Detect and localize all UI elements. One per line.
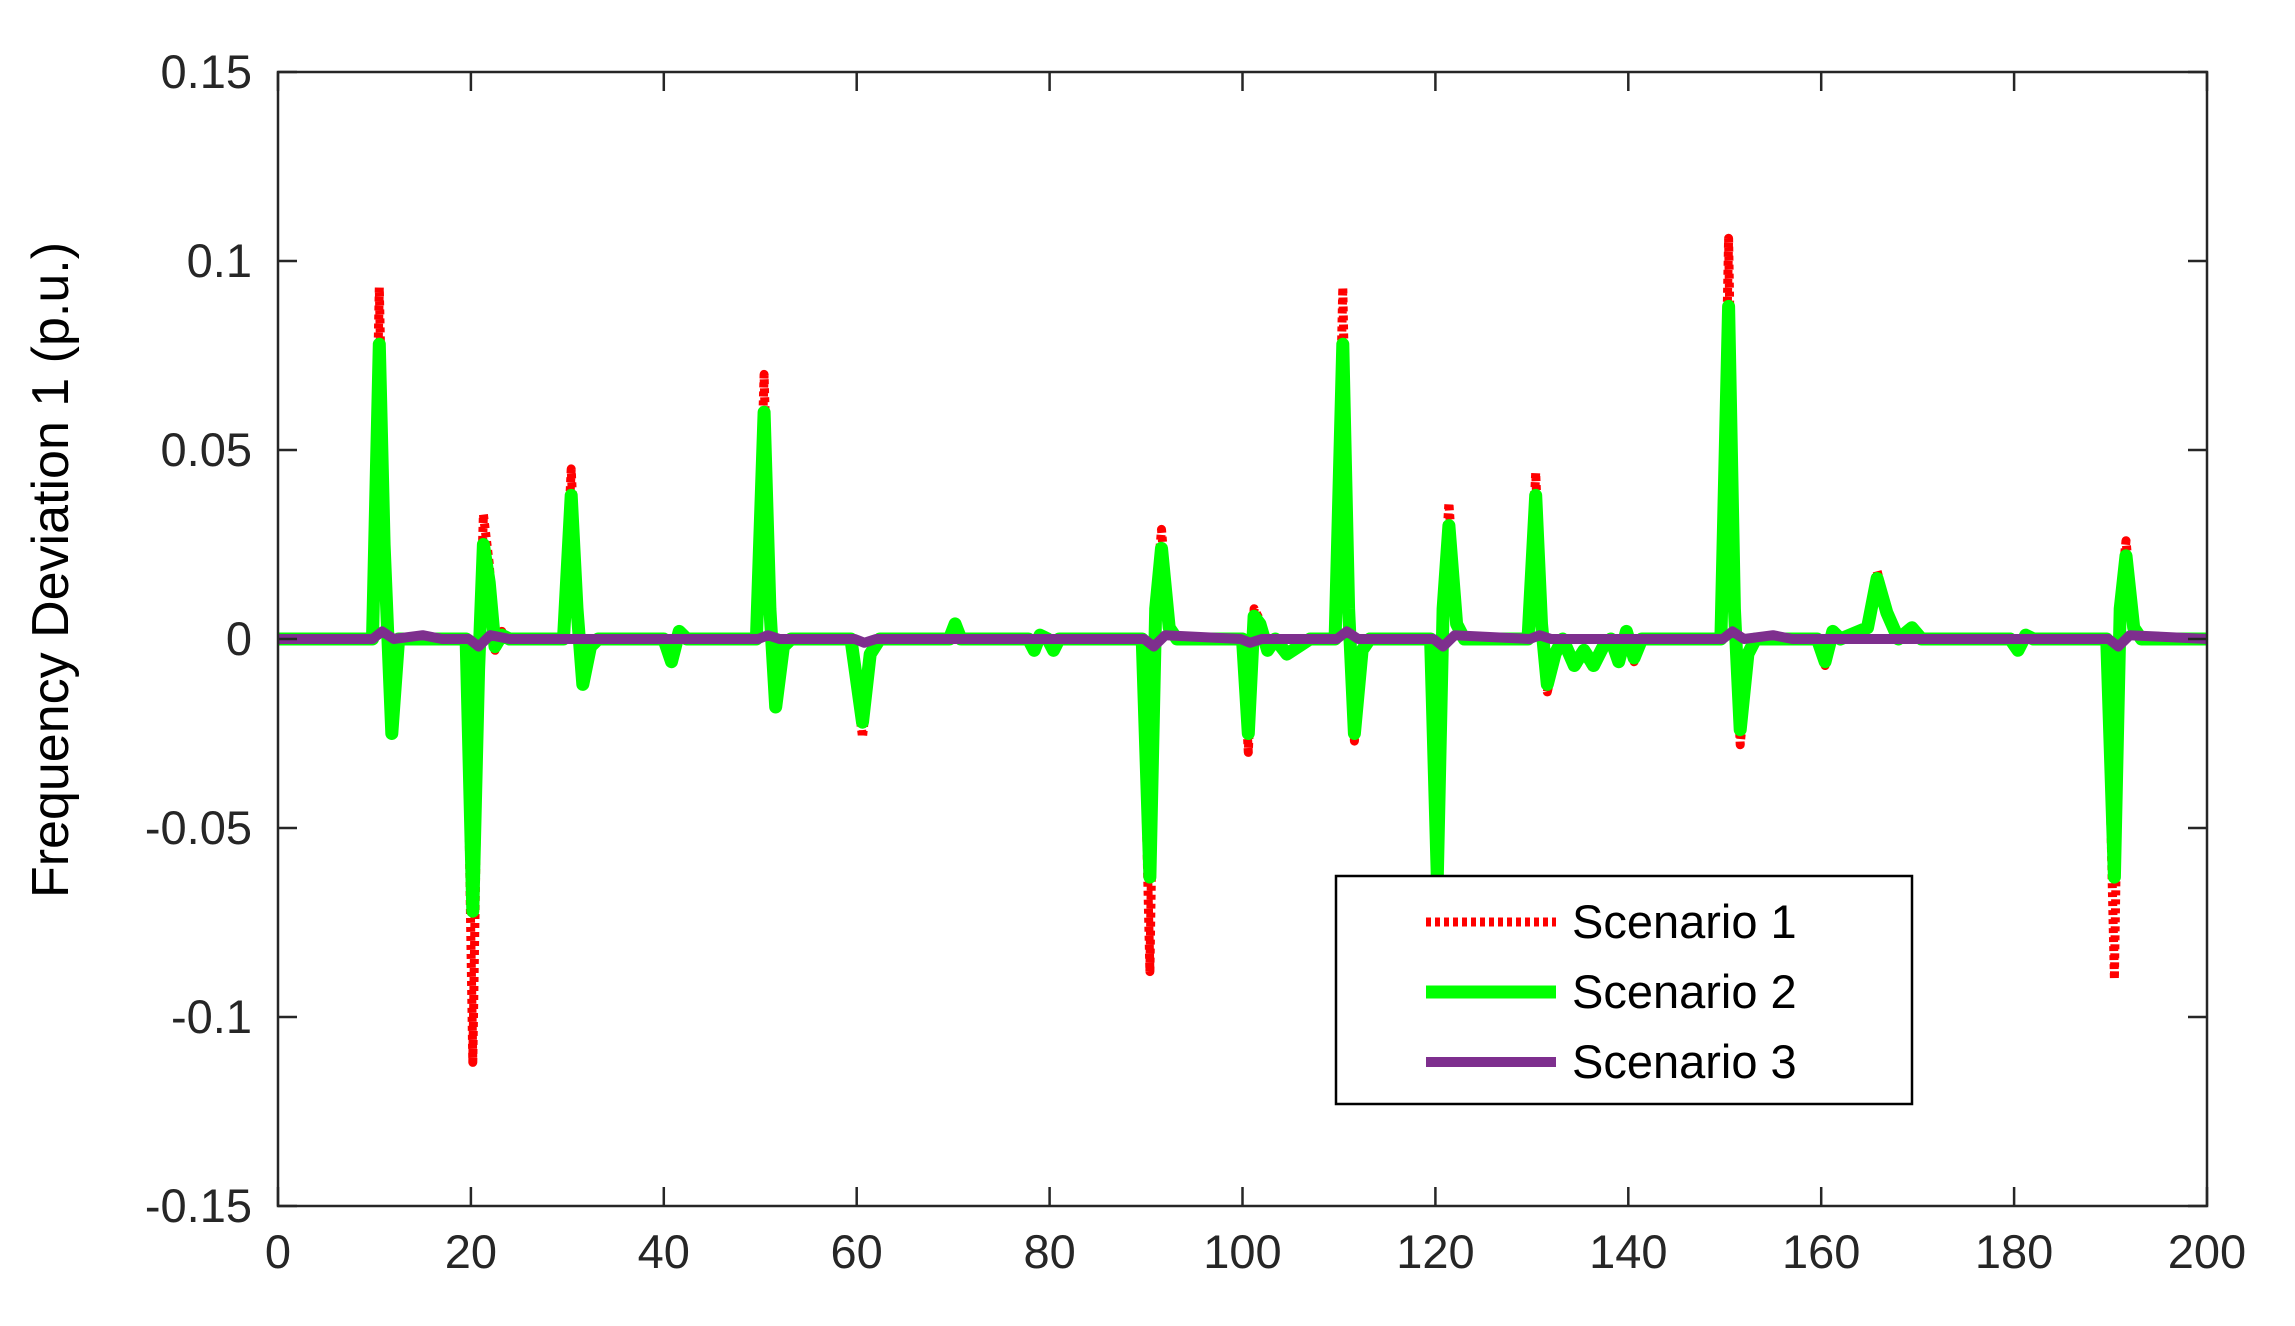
series-line-3 xyxy=(278,626,2207,652)
legend-label-3: Scenario 3 xyxy=(1572,1035,1797,1088)
x-tick-label: 60 xyxy=(831,1225,883,1278)
x-tick-label: 140 xyxy=(1589,1225,1667,1278)
x-tick-label: 0 xyxy=(265,1225,291,1278)
y-tick-label: 0 xyxy=(226,612,252,665)
x-tick-label: 100 xyxy=(1203,1225,1281,1278)
x-tick-label: 120 xyxy=(1396,1225,1474,1278)
x-tick-label: 20 xyxy=(445,1225,497,1278)
y-tick-label: 0.15 xyxy=(161,45,252,98)
y-axis-label: Frequency Deviation 1 (p.u.) xyxy=(22,242,80,898)
x-tick-label: 40 xyxy=(638,1225,690,1278)
legend-label-1: Scenario 1 xyxy=(1572,895,1797,948)
axes: 0 20 40 60 80 100 120 140 160 180 200 -0.15 -0.1 -0.0… xyxy=(145,45,2246,1278)
x-tick-label: 80 xyxy=(1023,1225,1075,1278)
x-tick-label: 200 xyxy=(2168,1225,2246,1278)
x-tick-label: 180 xyxy=(1975,1225,2053,1278)
x-tick-label: 160 xyxy=(1782,1225,1860,1278)
y-tick-label: -0.1 xyxy=(171,990,252,1043)
y-tick-label: -0.15 xyxy=(145,1179,252,1232)
plot-area xyxy=(278,233,2207,1067)
legend-label-2: Scenario 2 xyxy=(1572,965,1797,1018)
legend: Scenario 1 Scenario 2 Scenario 3 xyxy=(1334,874,1914,1106)
y-tick-label: -0.05 xyxy=(145,801,252,854)
series-lines xyxy=(278,233,2207,1067)
y-tick-label: 0.1 xyxy=(187,234,252,287)
y-tick-label: 0.05 xyxy=(161,423,252,476)
